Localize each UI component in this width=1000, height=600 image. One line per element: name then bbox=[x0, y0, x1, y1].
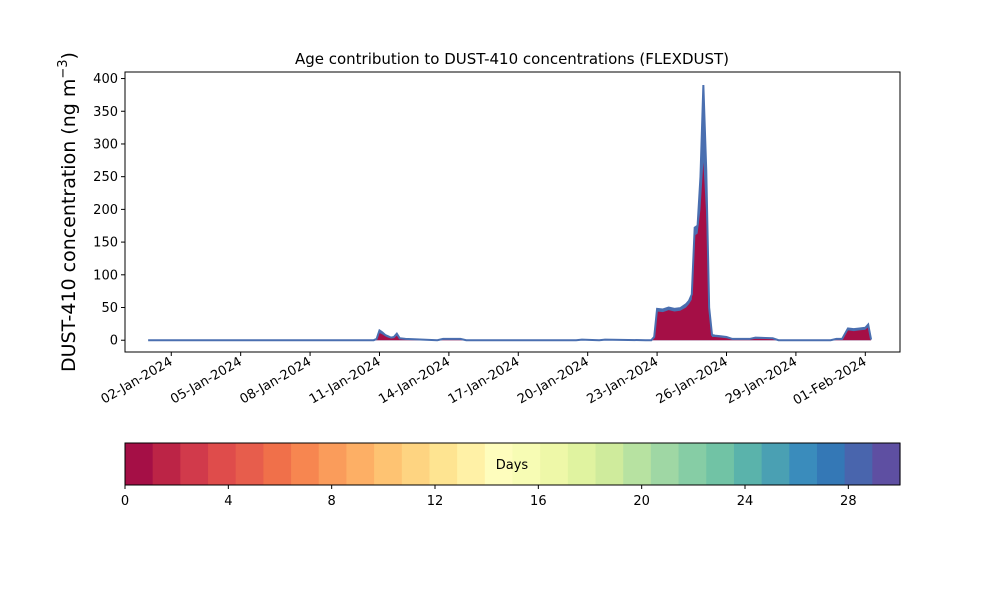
y-tick-label: 200 bbox=[93, 203, 118, 218]
x-axis-ticks: 02-Jan-202405-Jan-202408-Jan-202411-Jan-… bbox=[99, 352, 870, 408]
colorbar-segment bbox=[595, 443, 624, 485]
colorbar-tick-label: 28 bbox=[840, 494, 857, 509]
x-tick-label: 17-Jan-2024 bbox=[446, 354, 523, 407]
y-axis-ticks: 0 50 100 150 200 250 300 350 400 bbox=[93, 72, 125, 349]
colorbar-segment bbox=[125, 443, 154, 485]
colorbar-segment bbox=[623, 443, 652, 485]
plot-frame bbox=[124, 71, 901, 353]
colorbar-segment bbox=[180, 443, 209, 485]
total-concentration-line bbox=[148, 85, 873, 342]
colorbar bbox=[125, 443, 901, 485]
x-tick-label: 08-Jan-2024 bbox=[237, 354, 314, 407]
colorbar-segment bbox=[484, 443, 514, 485]
colorbar-segment bbox=[872, 443, 901, 485]
colorbar-segment bbox=[650, 443, 680, 485]
x-tick-label: 23-Jan-2024 bbox=[584, 354, 661, 407]
colorbar-segment bbox=[512, 443, 541, 485]
colorbar-ticks: 0 4 8 12 16 20 24 28 bbox=[121, 485, 857, 509]
chart-title: Age contribution to DUST-410 concentrati… bbox=[295, 50, 729, 68]
colorbar-segment bbox=[263, 443, 292, 485]
y-tick-label: 150 bbox=[93, 236, 118, 251]
x-tick-label: 01-Feb-2024 bbox=[791, 354, 870, 408]
colorbar-segment bbox=[789, 443, 818, 485]
x-tick-label: 14-Jan-2024 bbox=[376, 354, 453, 407]
colorbar-segment bbox=[429, 443, 458, 485]
y-axis-label: DUST-410 concentration (ng m−3) bbox=[56, 52, 80, 372]
x-tick-label: 11-Jan-2024 bbox=[307, 354, 384, 407]
colorbar-segment bbox=[152, 443, 181, 485]
colorbar-segment bbox=[678, 443, 707, 485]
y-tick-label: 350 bbox=[93, 105, 118, 120]
x-tick-label: 02-Jan-2024 bbox=[99, 354, 176, 407]
y-axis-label-superscript: −3 bbox=[56, 59, 71, 78]
colorbar-segment bbox=[291, 443, 320, 485]
colorbar-segment bbox=[318, 443, 348, 485]
colorbar-segment bbox=[374, 443, 403, 485]
colorbar-tick-label: 12 bbox=[427, 494, 444, 509]
colorbar-segment bbox=[540, 443, 569, 485]
plot-area bbox=[148, 85, 873, 342]
colorbar-label: Days bbox=[496, 458, 529, 473]
y-tick-label: 100 bbox=[93, 268, 118, 283]
colorbar-tick-label: 8 bbox=[328, 494, 336, 509]
y-axis-label-close: ) bbox=[58, 52, 80, 59]
colorbar-tick-label: 0 bbox=[121, 494, 129, 509]
colorbar-segment bbox=[235, 443, 264, 485]
y-tick-label: 250 bbox=[93, 170, 118, 185]
colorbar-segment bbox=[346, 443, 375, 485]
x-tick-label: 20-Jan-2024 bbox=[515, 354, 592, 407]
y-tick-label: 400 bbox=[93, 72, 118, 87]
colorbar-tick-label: 16 bbox=[530, 494, 547, 509]
y-tick-label: 50 bbox=[101, 301, 118, 316]
colorbar-tick-label: 24 bbox=[737, 494, 754, 509]
colorbar-segment bbox=[567, 443, 597, 485]
y-tick-label: 300 bbox=[93, 137, 118, 152]
series-area-0 bbox=[148, 85, 872, 341]
colorbar-segment bbox=[401, 443, 431, 485]
series-area-1 bbox=[148, 162, 872, 341]
x-tick-label: 29-Jan-2024 bbox=[723, 354, 800, 407]
colorbar-segment bbox=[733, 443, 763, 485]
colorbar-segment bbox=[208, 443, 237, 485]
colorbar-tick-label: 20 bbox=[633, 494, 650, 509]
colorbar-segment bbox=[816, 443, 846, 485]
colorbar-segment bbox=[457, 443, 486, 485]
y-tick-label: 0 bbox=[110, 334, 118, 349]
colorbar-segment bbox=[706, 443, 735, 485]
x-tick-label: 26-Jan-2024 bbox=[654, 354, 731, 407]
colorbar-segment bbox=[761, 443, 790, 485]
x-tick-label: 05-Jan-2024 bbox=[168, 354, 245, 407]
colorbar-frame bbox=[124, 442, 901, 486]
colorbar-tick-label: 4 bbox=[224, 494, 232, 509]
colorbar-segment bbox=[844, 443, 873, 485]
